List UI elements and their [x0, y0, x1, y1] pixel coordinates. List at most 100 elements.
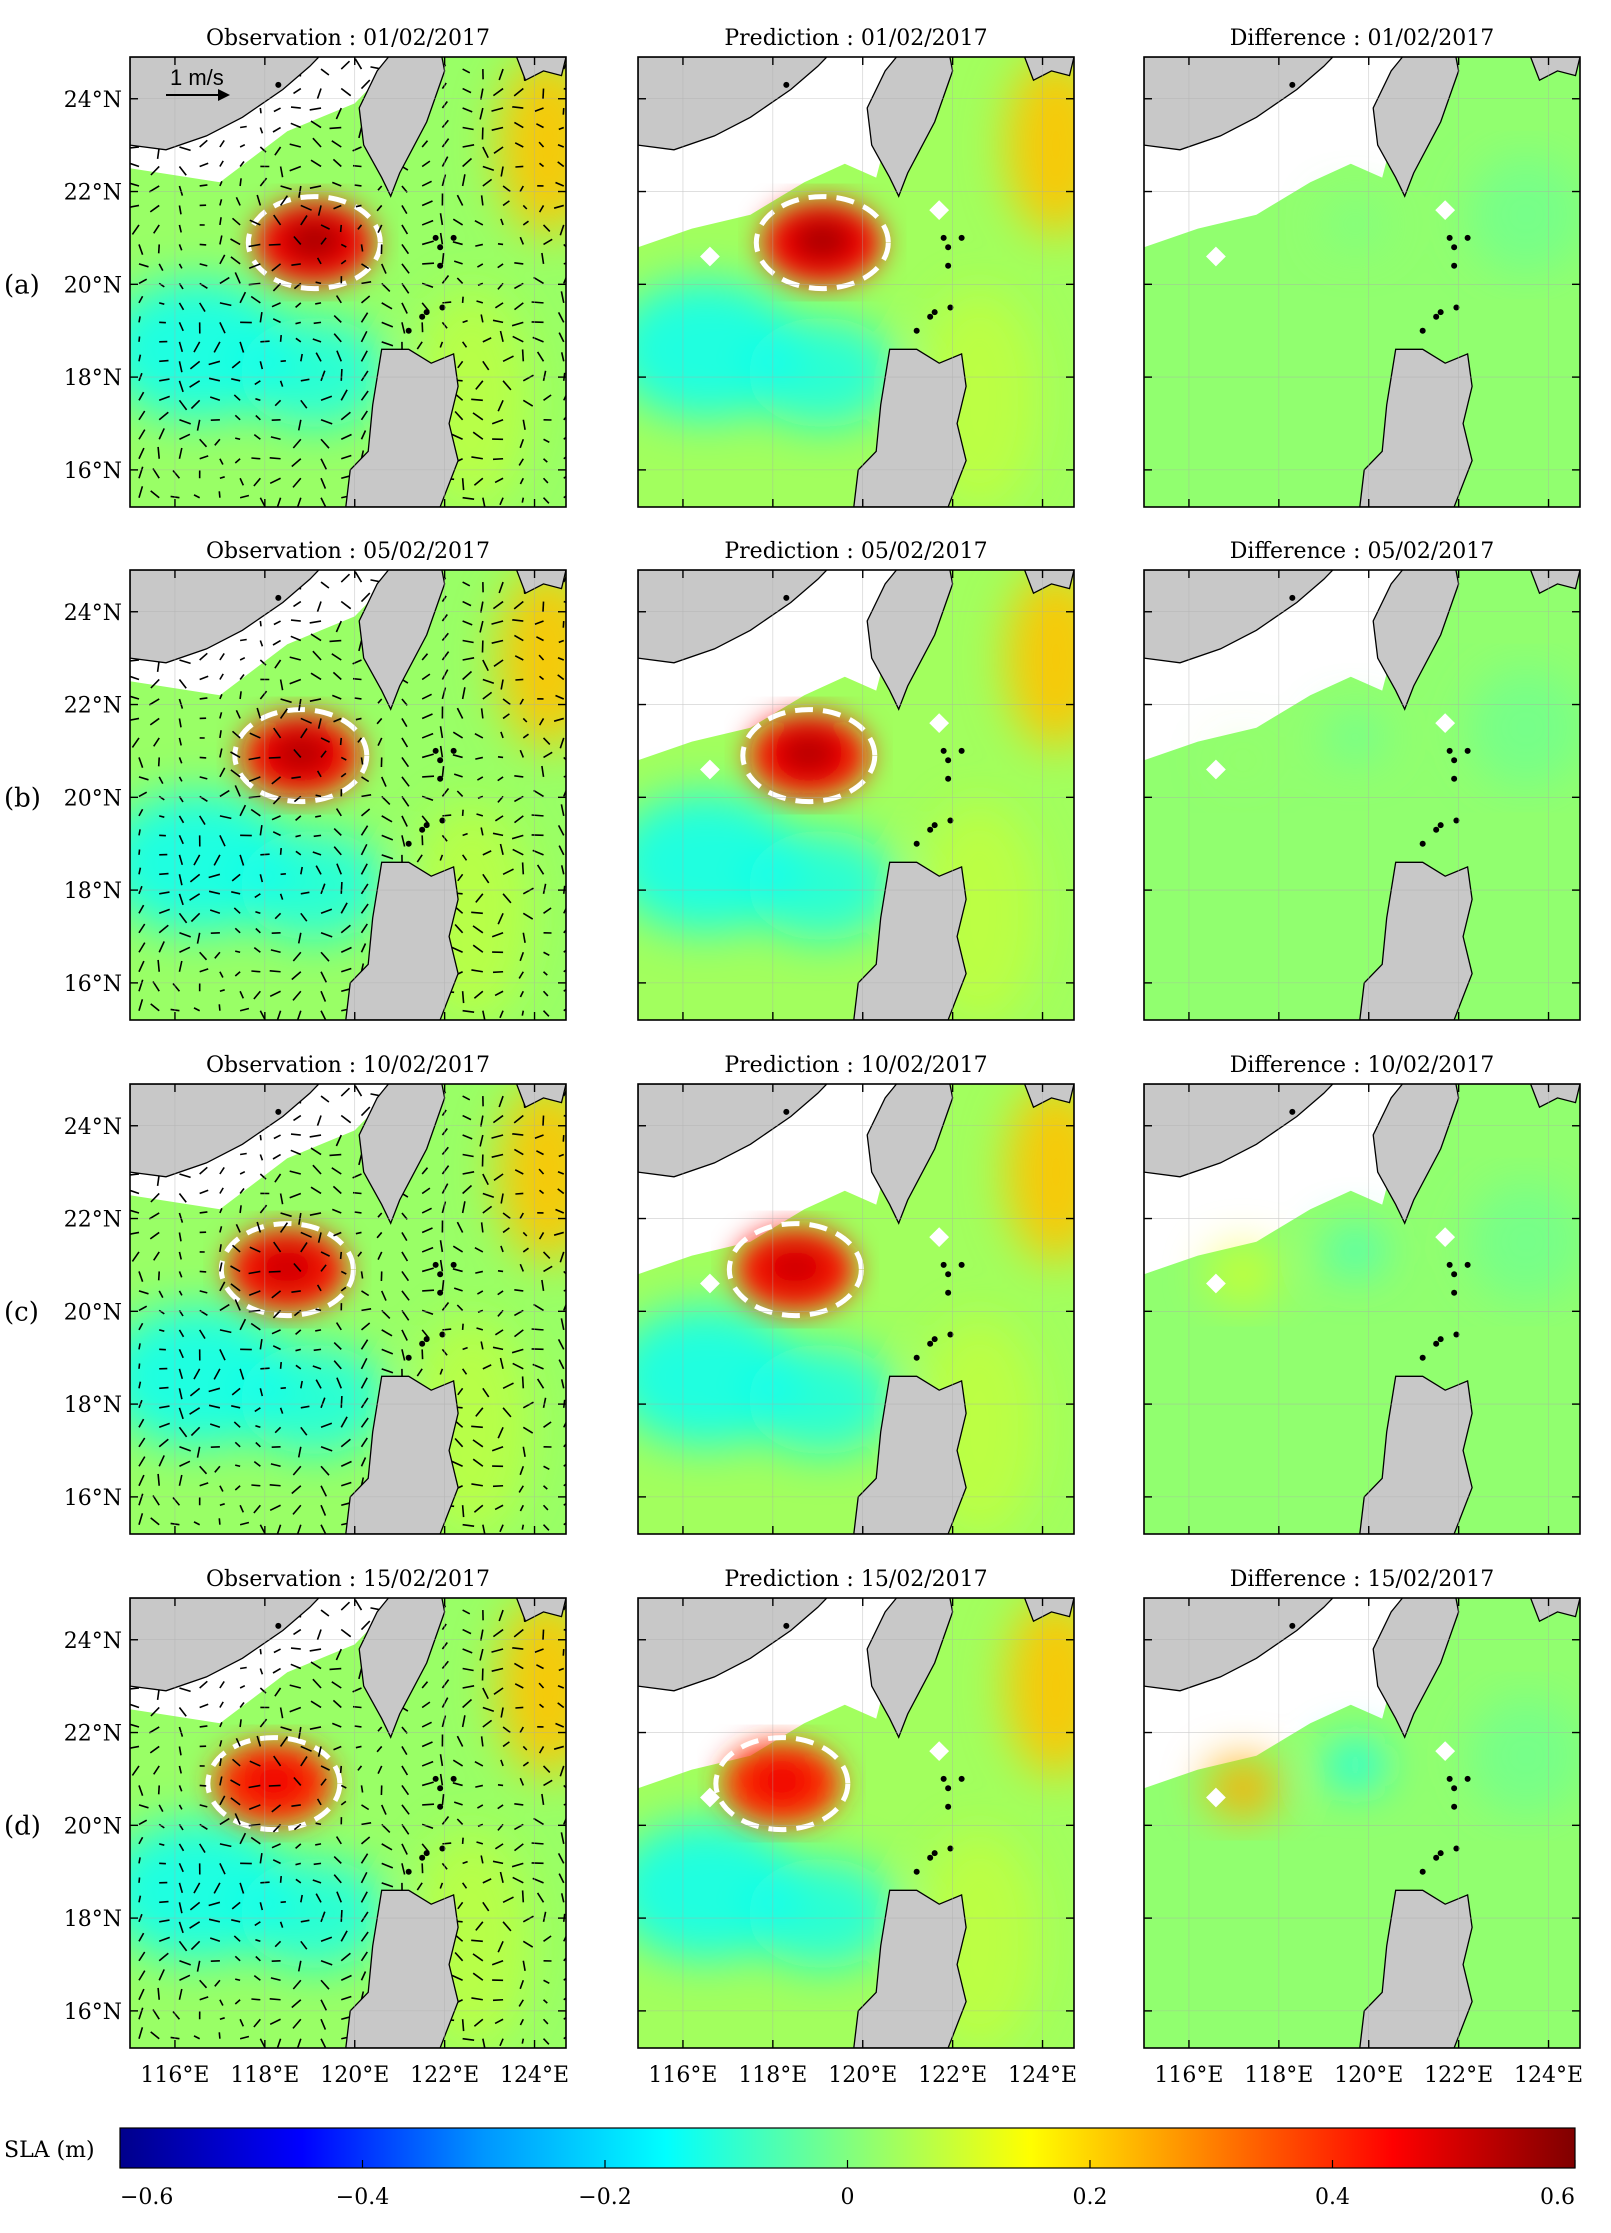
island: [1464, 1775, 1471, 1782]
panel-title: Difference : 10/02/2017: [1230, 1053, 1495, 1078]
island: [423, 309, 430, 316]
row-label: (a): [4, 270, 40, 300]
lon-tick-label: 120°E: [828, 2063, 897, 2088]
panel-title: Prediction : 05/02/2017: [724, 539, 987, 564]
land-ryukyu: [515, 57, 566, 82]
island: [783, 1108, 790, 1115]
land-ryukyu: [1023, 57, 1074, 82]
island: [423, 1850, 430, 1857]
land-taiwan: [866, 57, 954, 198]
lon-tick-label: 120°E: [320, 2063, 389, 2088]
land: [1144, 1598, 1580, 2048]
lat-tick-label: 18°N: [64, 366, 122, 391]
lat-tick-label: 20°N: [64, 786, 122, 811]
island: [432, 1775, 439, 1782]
land-china: [130, 1084, 320, 1178]
land-luzon: [853, 861, 967, 1020]
island: [419, 826, 426, 833]
land-china: [130, 57, 320, 151]
island: [945, 757, 952, 764]
lon-tick-label: 118°E: [230, 2063, 299, 2088]
island: [940, 1775, 947, 1782]
panel-frame: [129, 1597, 567, 2049]
land-ryukyu: [1529, 1598, 1580, 1623]
island: [945, 1803, 952, 1810]
land: [638, 570, 1074, 1020]
panel-frame: [637, 569, 1075, 1021]
island: [1446, 234, 1453, 241]
lon-tick-label: 122°E: [918, 2063, 987, 2088]
panel-title: Observation : 01/02/2017: [206, 26, 490, 51]
land-ryukyu: [515, 570, 566, 595]
land-china: [638, 570, 828, 664]
island: [1451, 775, 1458, 782]
colorbar-label: SLA (m): [4, 2138, 95, 2163]
land-ryukyu: [1023, 570, 1074, 595]
panel-frame: [637, 1083, 1075, 1535]
row-label: (d): [4, 1811, 41, 1841]
panel-diff-3: Difference : 10/02/2017: [1143, 1053, 1581, 1535]
land-china: [638, 1084, 828, 1178]
lat-tick-label: 24°N: [64, 1115, 122, 1140]
island: [450, 747, 457, 754]
panel-title: Prediction : 15/02/2017: [724, 1567, 987, 1592]
panel-pred-1: Prediction : 01/02/2017: [637, 26, 1075, 508]
island: [275, 1622, 282, 1629]
land-luzon: [345, 348, 459, 507]
lat-tick-label: 18°N: [64, 1907, 122, 1932]
island: [1453, 304, 1460, 311]
land-luzon: [345, 1375, 459, 1534]
island: [1289, 594, 1296, 601]
panel-title: Difference : 01/02/2017: [1230, 26, 1495, 51]
lat-tick-label: 22°N: [64, 1722, 122, 1747]
row-label: (b): [4, 783, 41, 813]
island: [439, 817, 446, 824]
panel-pred-4: Prediction : 15/02/2017 116°E 118°E 120°E 12…: [637, 1567, 1077, 2088]
panel-frame: [1143, 569, 1581, 1021]
island: [405, 1354, 412, 1361]
land: [130, 1084, 566, 1534]
island: [913, 327, 920, 334]
panel-frame: [1143, 1597, 1581, 2049]
panel-title: Difference : 05/02/2017: [1230, 539, 1495, 564]
island: [927, 313, 934, 320]
island: [1453, 1331, 1460, 1338]
lon-tick-label: 116°E: [648, 2063, 717, 2088]
panel-frame: [637, 1597, 1075, 2049]
lat-tick-label: 22°N: [64, 181, 122, 206]
panel-frame: [1143, 1083, 1581, 1535]
island: [1419, 1354, 1426, 1361]
sla-anomalies: [638, 57, 1074, 507]
lat-tick-label: 24°N: [64, 1629, 122, 1654]
graticule: [1144, 1598, 1580, 2048]
island: [437, 757, 444, 764]
lat-tick-label: 20°N: [64, 1814, 122, 1839]
island: [437, 1271, 444, 1278]
island: [1419, 840, 1426, 847]
land-ryukyu: [1529, 570, 1580, 595]
graticule: [1144, 1084, 1580, 1534]
graticule: [1144, 570, 1580, 1020]
land: [130, 1598, 566, 2048]
island: [958, 234, 965, 241]
ocean-field: [1144, 1598, 1580, 2048]
lon-tick-label: 124°E: [1008, 2063, 1077, 2088]
island: [1464, 747, 1471, 754]
colorbar: SLA (m) −0.6 −0.4 −0.2 0 0.2 0.4 0.6: [4, 2127, 1576, 2210]
island: [913, 1868, 920, 1875]
island: [1451, 757, 1458, 764]
land-china: [130, 1598, 320, 1692]
land-ryukyu: [1023, 1598, 1074, 1623]
island: [1464, 234, 1471, 241]
land-china: [1144, 570, 1334, 664]
land-ryukyu: [1529, 1084, 1580, 1109]
graticule: [638, 1084, 1074, 1534]
island: [450, 234, 457, 241]
island: [450, 1775, 457, 1782]
sla-anomalies: [1207, 1181, 1580, 1303]
island: [1453, 817, 1460, 824]
island: [945, 775, 952, 782]
lon-tick-label: 118°E: [1244, 2063, 1313, 2088]
island: [275, 1108, 282, 1115]
colorbar-tick-label: 0: [841, 2185, 855, 2210]
